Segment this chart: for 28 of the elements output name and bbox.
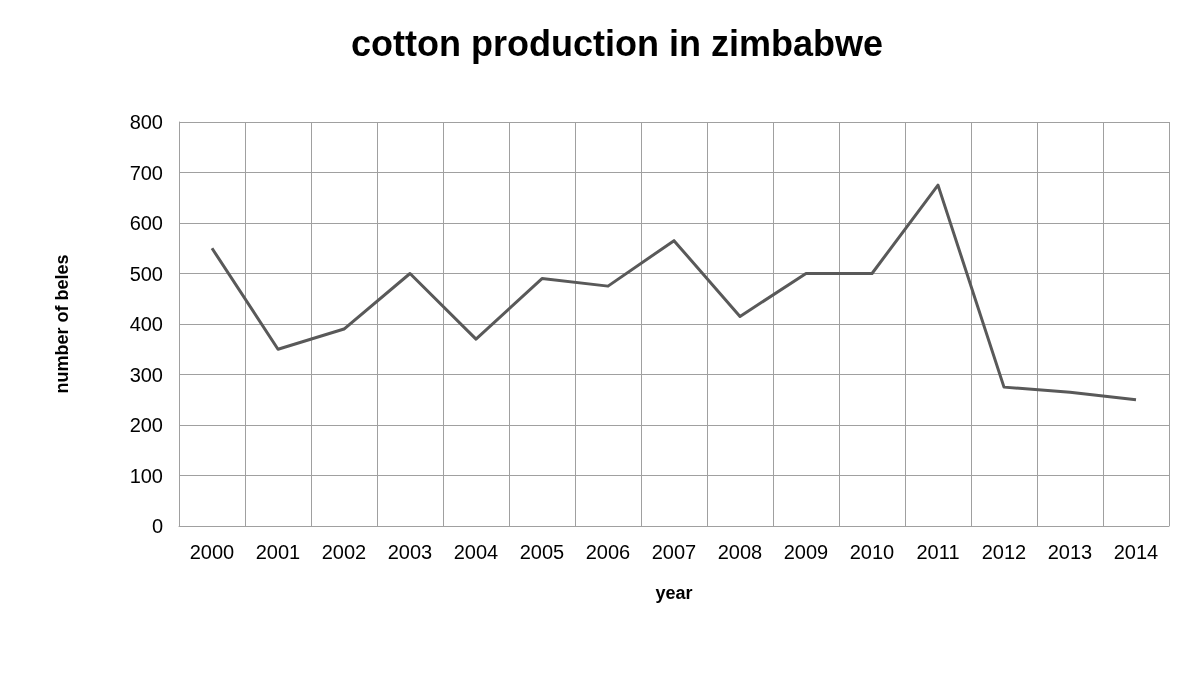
x-tick-label: 2008 bbox=[717, 541, 763, 563]
x-tick-label: 2012 bbox=[981, 541, 1027, 563]
x-tick-label: 2011 bbox=[916, 541, 960, 563]
x-tick-label: 2005 bbox=[519, 541, 565, 563]
x-tick-label: 2007 bbox=[651, 541, 697, 563]
y-tick-label: 500 bbox=[129, 262, 163, 285]
y-tick-label: 100 bbox=[129, 464, 163, 487]
chart-title: cotton production in zimbabwe bbox=[351, 22, 883, 64]
x-tick-label: 2001 bbox=[255, 541, 301, 563]
y-tick-label: 200 bbox=[129, 414, 163, 436]
y-tick-label: 400 bbox=[129, 313, 163, 335]
y-tick-label: 700 bbox=[129, 161, 163, 184]
line-series bbox=[210, 183, 1138, 402]
x-tick-label: 2002 bbox=[321, 541, 367, 563]
x-tick-label: 2013 bbox=[1047, 541, 1093, 563]
y-tick-label: 600 bbox=[129, 212, 163, 234]
x-axis-title: year bbox=[655, 583, 693, 603]
y-tick-label: 300 bbox=[129, 363, 163, 386]
x-tick-label: 2003 bbox=[387, 541, 433, 563]
x-tick-label: 2006 bbox=[585, 541, 631, 563]
x-tick-label: 2010 bbox=[849, 541, 895, 563]
x-tick-label: 2000 bbox=[189, 541, 235, 563]
x-tick-label: 2014 bbox=[1113, 541, 1159, 563]
y-axis-title: number of beles bbox=[52, 254, 72, 394]
y-tick-label: 800 bbox=[129, 111, 163, 133]
y-tick-label: 0 bbox=[151, 515, 163, 537]
x-tick-label: 2004 bbox=[453, 541, 499, 563]
x-tick-label: 2009 bbox=[783, 541, 829, 563]
